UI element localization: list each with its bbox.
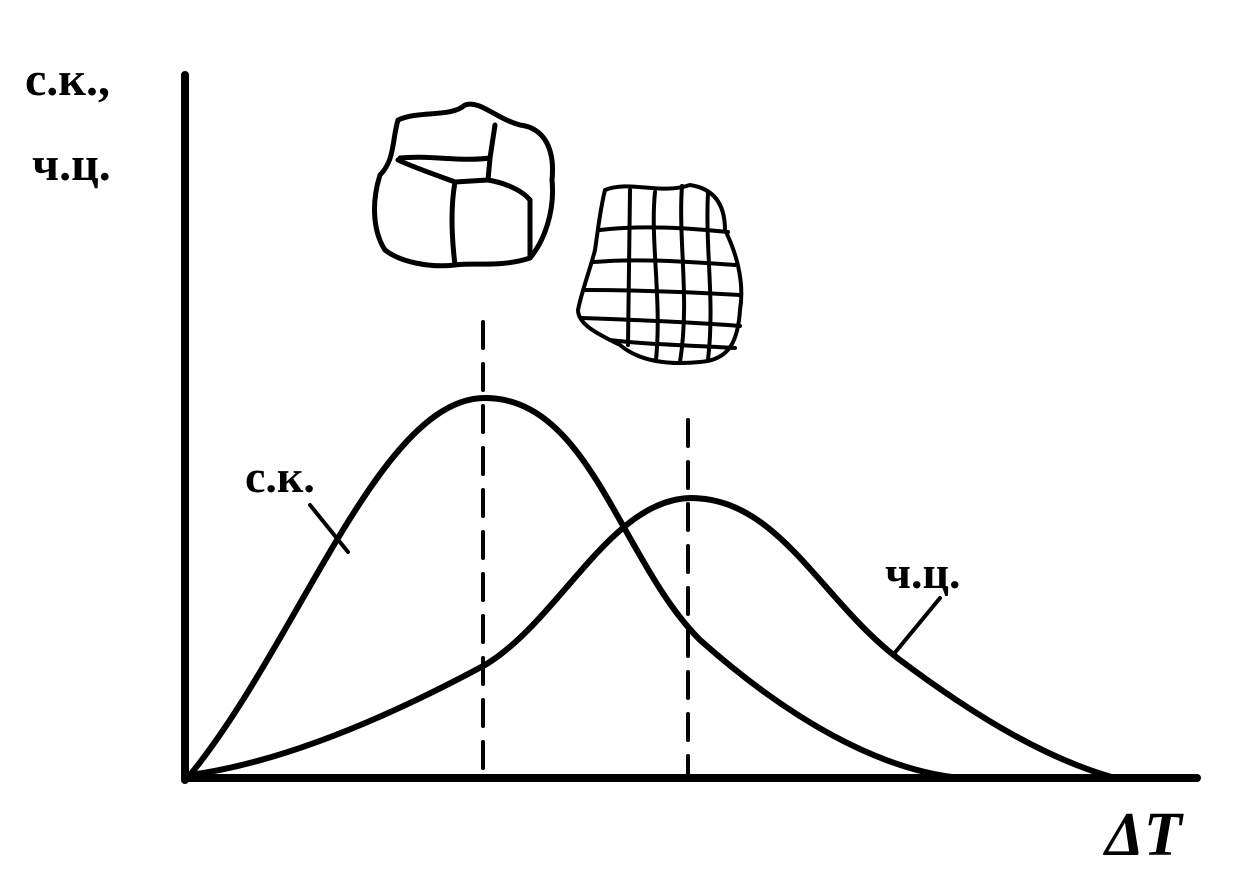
leader-line [308, 503, 350, 554]
curve-chc [187, 495, 1118, 781]
leader-line [891, 596, 942, 657]
coarse-grains [372, 101, 556, 269]
curve-sk [187, 395, 963, 781]
x-axis-label: ΔT [1102, 801, 1184, 869]
curve-label: с.к. [245, 451, 315, 502]
y-axis-label: с.к., [25, 53, 110, 106]
fine-grains [576, 183, 744, 366]
curve-label: ч.ц. [885, 547, 960, 598]
y-axis-label: ч.ц. [32, 138, 111, 191]
